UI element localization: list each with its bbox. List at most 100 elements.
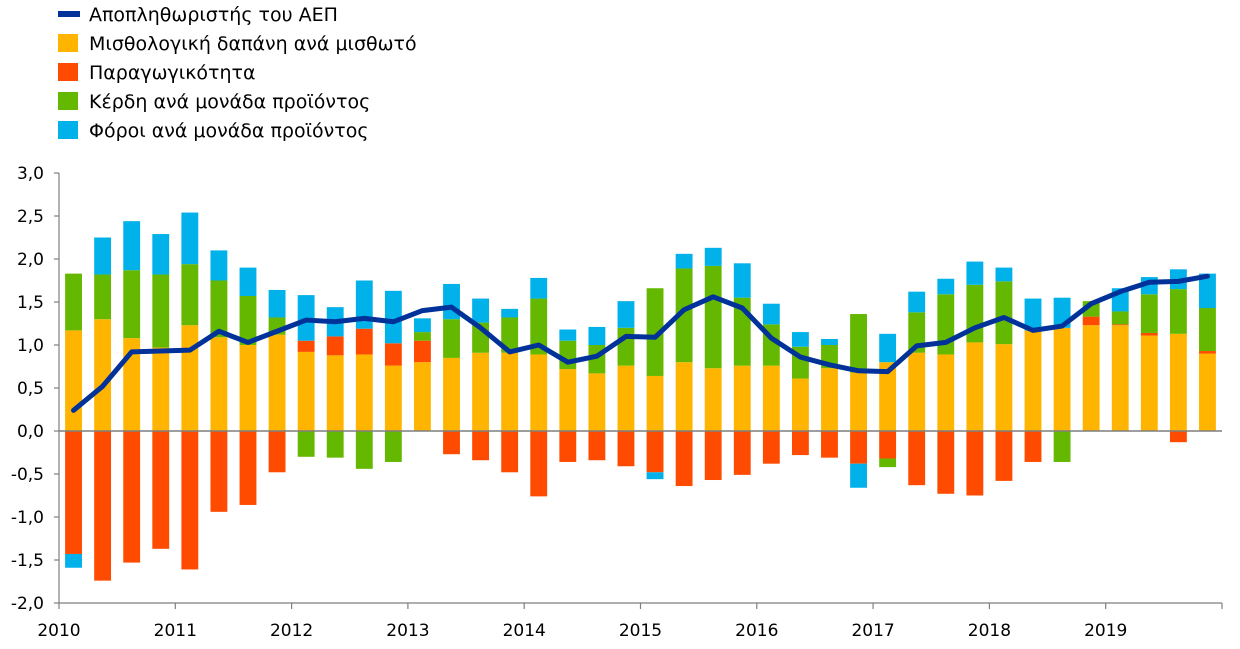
bar-segment (821, 431, 838, 458)
x-tick-label: 2011 (154, 621, 197, 641)
bar-segment (152, 347, 170, 431)
bar-segment (1082, 316, 1100, 326)
bar-segment (995, 344, 1013, 431)
bar-segment (210, 250, 228, 281)
y-tick-label: -2,0 (11, 594, 44, 614)
bar-segment (559, 369, 577, 431)
bar-segment (472, 352, 490, 431)
bar-segment (850, 463, 867, 488)
legend-label: Φόροι ανά μονάδα προϊόντος (89, 120, 368, 142)
legend-swatch (58, 34, 78, 52)
legend-item: Μισθολογική δαπάνη ανά μισθωτό (58, 33, 417, 55)
legend-swatch (58, 92, 78, 110)
bar-segment (762, 365, 780, 431)
bar-segment (443, 357, 460, 431)
bars (65, 212, 1216, 581)
y-tick-label: 0,5 (17, 379, 44, 399)
bar-segment (704, 368, 722, 431)
bar-segment (414, 340, 431, 363)
bar-segment (733, 365, 751, 431)
x-tick-label: 2015 (619, 621, 662, 641)
bar-segment (733, 263, 751, 298)
y-tick-label: -0,5 (11, 465, 44, 485)
bar-segment (1024, 298, 1042, 331)
bar-segment (617, 365, 635, 431)
bar-segment (326, 336, 344, 356)
bar-segment (1199, 273, 1216, 309)
legend-swatch (58, 63, 78, 81)
bar-segment (123, 431, 141, 563)
bar-segment (210, 280, 228, 338)
bar-segment (297, 351, 315, 431)
bar-segment (1082, 325, 1100, 431)
bar-segment (181, 264, 199, 326)
bar-segment (1199, 308, 1216, 352)
bar-segment (501, 431, 519, 473)
bar-segment (850, 431, 867, 464)
y-tick-label: 3,0 (17, 164, 44, 184)
bar-segment (94, 237, 112, 275)
bar-segment (1024, 431, 1042, 462)
bar-segment (821, 368, 838, 431)
bar-segment (850, 372, 867, 431)
y-tick-label: 1,5 (17, 293, 44, 313)
bar-segment (675, 268, 693, 363)
bar-segment (966, 261, 984, 285)
bar-segment (239, 431, 257, 505)
bar-segment (966, 284, 984, 343)
bar-segment (588, 431, 606, 461)
bar-segment (675, 362, 693, 431)
legend-swatch (58, 121, 78, 139)
bar-segment (123, 270, 141, 339)
bar-segment (908, 431, 926, 486)
bar-segment (559, 431, 577, 462)
bar-segment (937, 278, 955, 295)
bar-segment (995, 431, 1013, 481)
bar-segment (414, 332, 431, 341)
bar-segment (1053, 327, 1071, 431)
bar-segment (123, 338, 141, 431)
bar-segment (850, 314, 867, 373)
bar-segment (646, 472, 664, 480)
y-tick-label: -1,0 (11, 508, 44, 528)
legend-item: Παραγωγικότητα (58, 62, 256, 84)
bar-segment (879, 458, 897, 468)
bar-segment (1140, 335, 1158, 431)
bar-segment (617, 327, 635, 366)
bar-segment (966, 342, 984, 431)
bar-segment (239, 345, 257, 431)
bar-segment (908, 312, 926, 353)
bar-segment (268, 334, 286, 431)
bar-segment (1199, 353, 1216, 431)
bar-segment (588, 326, 606, 345)
series-line-deflator (71, 273, 1210, 413)
bar-segment (1111, 324, 1129, 326)
bar-segment (501, 308, 519, 318)
x-tick-label: 2013 (386, 621, 429, 641)
bar-segment (65, 330, 82, 431)
bar-segment (908, 352, 926, 431)
bar-segment (443, 431, 460, 455)
bar-segment (123, 221, 141, 271)
bar-segment (239, 267, 257, 296)
bar-segment (704, 247, 722, 266)
legend: Αποπληθωριστής του ΑΕΠ Μισθολογική δαπάνη… (58, 4, 417, 142)
y-tick-label: 2,0 (17, 250, 44, 270)
bar-segment (210, 431, 228, 512)
bar-segment (210, 337, 228, 431)
bar-segment (908, 291, 926, 313)
bar-segment (152, 274, 170, 348)
legend-label: Μισθολογική δαπάνη ανά μισθωτό (89, 33, 417, 55)
legend-item: Φόροι ανά μονάδα προϊόντος (58, 120, 368, 142)
y-tick-label: -1,5 (11, 551, 44, 571)
bar-segment (1111, 311, 1129, 325)
bar-segment (879, 431, 897, 459)
bar-segment (791, 332, 809, 347)
x-tick-label: 2017 (851, 621, 894, 641)
bar-segment (1169, 333, 1187, 431)
y-tick-label: 1,0 (17, 336, 44, 356)
bar-segment (995, 281, 1013, 345)
bar-segment (821, 338, 838, 345)
x-tick-label: 2012 (270, 621, 313, 641)
legend-swatch-line (58, 11, 80, 17)
